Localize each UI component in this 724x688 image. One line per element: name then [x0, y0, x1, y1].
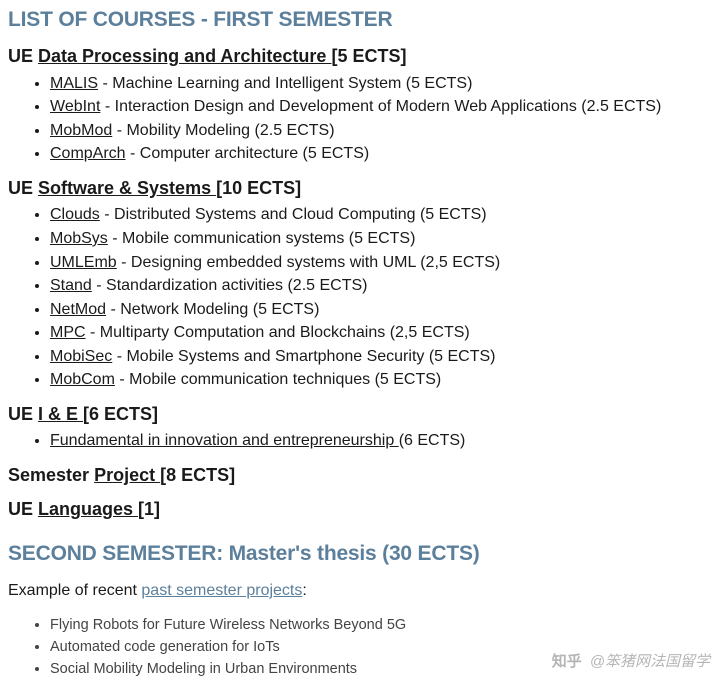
watermark: 知乎 @笨猪网法国留学: [552, 652, 710, 672]
course-list: MALIS - Machine Learning and Intelligent…: [8, 72, 716, 166]
course-item: MobSys - Mobile communication systems (5…: [50, 227, 716, 251]
course-code-link[interactable]: NetMod: [50, 301, 106, 318]
course-code-link[interactable]: Stand: [50, 277, 92, 294]
course-item: Clouds - Distributed Systems and Cloud C…: [50, 203, 716, 227]
ue-heading: UE Software & Systems [10 ECTS]: [8, 176, 716, 200]
course-desc: - Machine Learning and Intelligent Syste…: [98, 75, 472, 92]
watermark-text: @笨猪网法国留学: [590, 653, 710, 670]
course-code-link[interactable]: MobCom: [50, 371, 115, 388]
ue-link[interactable]: Languages: [38, 499, 138, 519]
course-item: UMLEmb - Designing embedded systems with…: [50, 251, 716, 275]
course-code-link[interactable]: CompArch: [50, 145, 126, 162]
ue-ects: [8 ECTS]: [160, 465, 235, 485]
ue-prefix: UE: [8, 404, 38, 424]
ue-heading: UE Languages [1]: [8, 497, 716, 521]
course-desc: - Mobile communication techniques (5 ECT…: [115, 371, 441, 388]
course-desc: - Designing embedded systems with UML (2…: [117, 254, 501, 271]
project-item: Flying Robots for Future Wireless Networ…: [50, 615, 716, 637]
course-desc: - Mobility Modeling (2.5 ECTS): [112, 122, 334, 139]
course-item: NetMod - Network Modeling (5 ECTS): [50, 298, 716, 322]
course-desc: - Interaction Design and Development of …: [100, 98, 661, 115]
sem2-intro: Example of recent past semester projects…: [8, 580, 716, 602]
course-desc: - Mobile Systems and Smartphone Security…: [112, 348, 495, 365]
course-list: Clouds - Distributed Systems and Cloud C…: [8, 203, 716, 392]
ue-prefix: UE: [8, 46, 38, 66]
ue-ects: [6 ECTS]: [83, 404, 158, 424]
ue-prefix: UE: [8, 499, 38, 519]
course-item: Stand - Standardization activities (2.5 …: [50, 274, 716, 298]
ue-link[interactable]: Software & Systems: [38, 178, 216, 198]
course-item: MobiSec - Mobile Systems and Smartphone …: [50, 345, 716, 369]
course-code-link[interactable]: Fundamental in innovation and entreprene…: [50, 432, 399, 449]
course-item: CompArch - Computer architecture (5 ECTS…: [50, 142, 716, 166]
ue-ects: [1]: [138, 499, 160, 519]
sem1-header: LIST OF COURSES - FIRST SEMESTER: [8, 6, 716, 34]
course-item: MobMod - Mobility Modeling (2.5 ECTS): [50, 119, 716, 143]
ue-link[interactable]: Data Processing and Architecture: [38, 46, 331, 66]
course-code-link[interactable]: MobiSec: [50, 348, 112, 365]
past-projects-link[interactable]: past semester projects: [141, 582, 302, 599]
ue-link[interactable]: Project: [94, 465, 160, 485]
watermark-logo: 知乎: [552, 653, 582, 670]
sem2-intro-post: :: [302, 582, 306, 599]
course-code-link[interactable]: Clouds: [50, 206, 100, 223]
course-desc: - Computer architecture (5 ECTS): [126, 145, 370, 162]
course-item: Fundamental in innovation and entreprene…: [50, 429, 716, 453]
course-code-link[interactable]: MobSys: [50, 230, 108, 247]
ue-heading: UE Data Processing and Architecture [5 E…: [8, 44, 716, 68]
ue-heading: UE I & E [6 ECTS]: [8, 402, 716, 426]
ue-heading: Semester Project [8 ECTS]: [8, 463, 716, 487]
course-item: MPC - Multiparty Computation and Blockch…: [50, 321, 716, 345]
course-desc: - Mobile communication systems (5 ECTS): [108, 230, 416, 247]
sem2-intro-pre: Example of recent: [8, 582, 141, 599]
course-desc: (6 ECTS): [399, 432, 466, 449]
course-desc: - Multiparty Computation and Blockchains…: [86, 324, 470, 341]
course-item: MobCom - Mobile communication techniques…: [50, 368, 716, 392]
ue-ects: [5 ECTS]: [331, 46, 406, 66]
ue-ects: [10 ECTS]: [216, 178, 301, 198]
course-list: Fundamental in innovation and entreprene…: [8, 429, 716, 453]
course-code-link[interactable]: UMLEmb: [50, 254, 117, 271]
course-item: WebInt - Interaction Design and Developm…: [50, 95, 716, 119]
course-code-link[interactable]: MALIS: [50, 75, 98, 92]
course-desc: - Standardization activities (2.5 ECTS): [92, 277, 368, 294]
sem2-header: SECOND SEMESTER: Master's thesis (30 ECT…: [8, 540, 716, 568]
course-item: MALIS - Machine Learning and Intelligent…: [50, 72, 716, 96]
course-code-link[interactable]: MPC: [50, 324, 86, 341]
ue-prefix: Semester: [8, 465, 94, 485]
course-desc: - Network Modeling (5 ECTS): [106, 301, 319, 318]
ue-link[interactable]: I & E: [38, 404, 83, 424]
ue-prefix: UE: [8, 178, 38, 198]
course-code-link[interactable]: MobMod: [50, 122, 112, 139]
course-desc: - Distributed Systems and Cloud Computin…: [100, 206, 487, 223]
course-code-link[interactable]: WebInt: [50, 98, 100, 115]
